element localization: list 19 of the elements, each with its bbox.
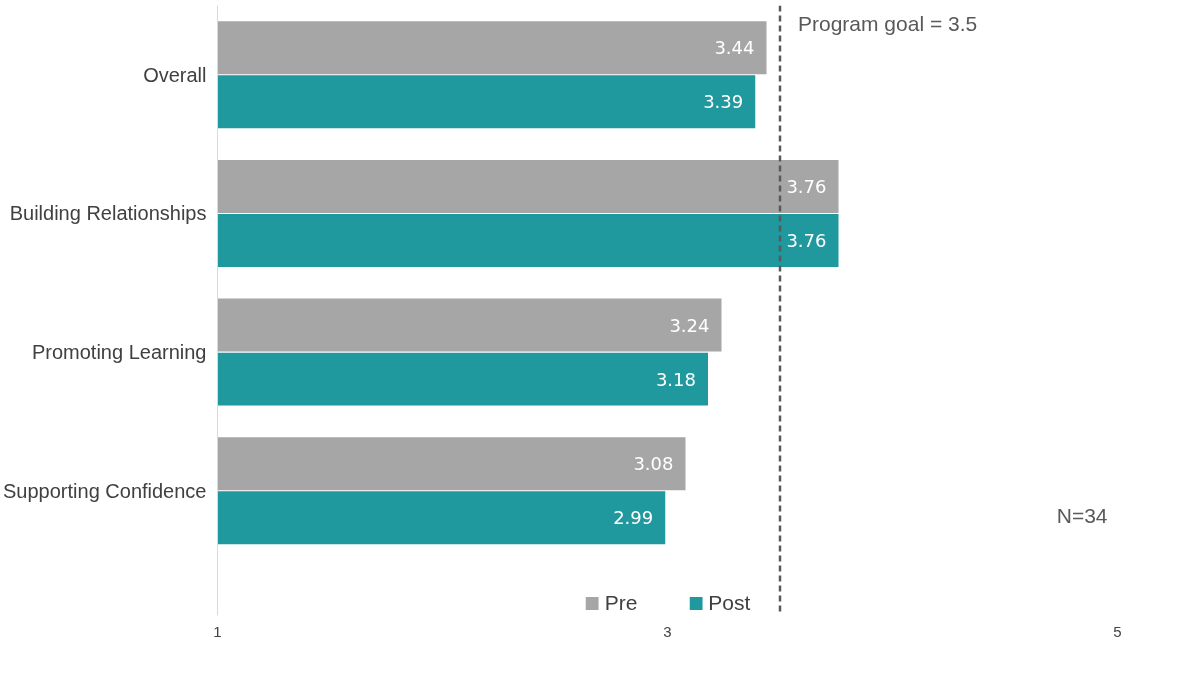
y-tick-label: Building Relationships — [9, 202, 207, 225]
data-label: 2.99 — [613, 507, 654, 529]
x-tick-label: 3 — [663, 622, 672, 640]
data-label: 3.44 — [714, 37, 755, 59]
data-label: 3.76 — [786, 175, 827, 197]
y-tick-label: Overall — [143, 63, 207, 86]
legend-label: Post — [708, 591, 751, 615]
y-tick-label: Promoting Learning — [31, 341, 207, 364]
ref-line-label: Program goal = 3.5 — [798, 11, 978, 35]
data-label: 3.08 — [633, 453, 674, 475]
x-tick-label: 5 — [1113, 622, 1122, 640]
data-label: 3.18 — [655, 368, 696, 390]
data-label: 3.39 — [703, 91, 744, 113]
y-tick-label: Supporting Confidence — [3, 479, 207, 502]
annotation: N=34 — [1056, 504, 1108, 528]
data-label: 3.76 — [786, 229, 827, 251]
x-tick-label: 1 — [213, 622, 222, 640]
legend-label: Pre — [604, 591, 638, 615]
data-label: 3.24 — [669, 314, 710, 336]
